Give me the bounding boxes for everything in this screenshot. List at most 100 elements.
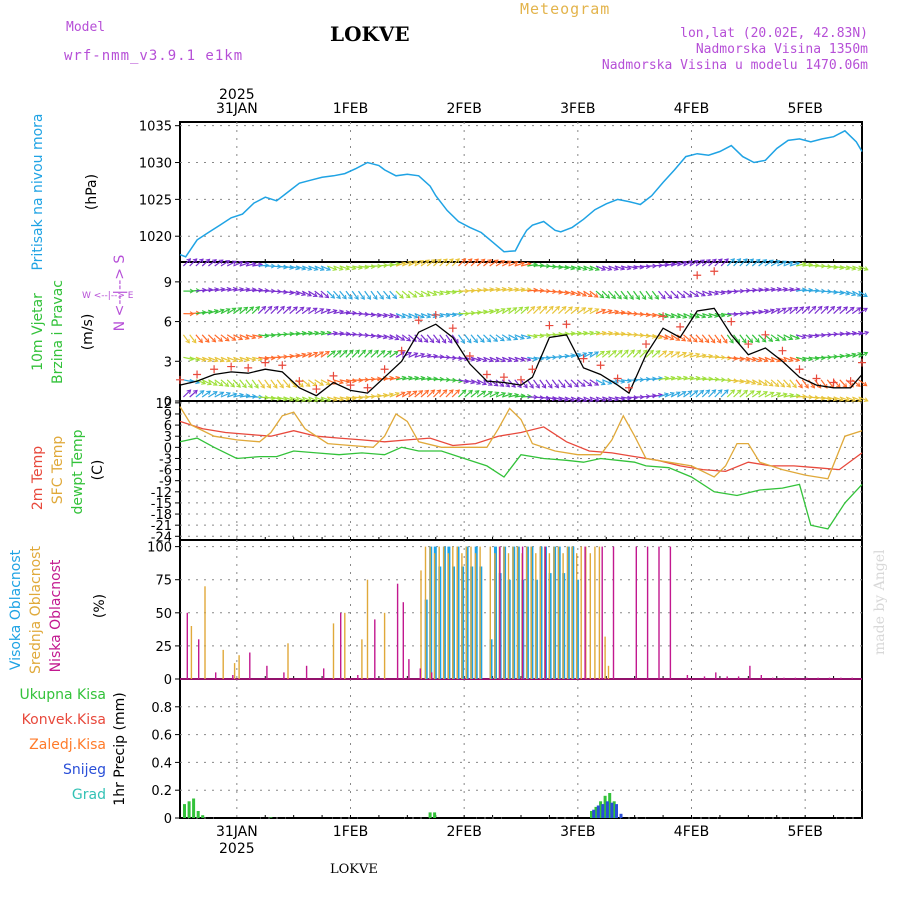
wind-arrow <box>202 310 213 315</box>
wind-arrow <box>339 265 350 270</box>
wind-arrow <box>583 379 592 387</box>
wind-arrow <box>314 265 325 271</box>
wind-arrow-head <box>488 381 493 386</box>
temp-dewpoint-line <box>179 437 863 530</box>
wind-arrow-head <box>430 389 436 395</box>
wind-arrow <box>758 288 769 292</box>
wind-arrow <box>445 258 454 267</box>
wind-arrow <box>677 376 688 381</box>
wind-arrow <box>720 389 729 398</box>
wind-arrow <box>483 334 492 343</box>
wind-arrow-head <box>224 382 230 387</box>
cloud-bar-2 <box>646 546 649 679</box>
wind-arrow <box>264 379 271 389</box>
wind-arrow-head <box>242 383 247 389</box>
ytick-label-temperature: 9 <box>164 408 172 423</box>
wind-gust-marker <box>465 351 474 360</box>
wind-arrow-head <box>682 260 688 266</box>
wind-arrow-head <box>775 308 781 313</box>
cloud-bar-1 <box>204 586 206 679</box>
wind-arrow-head <box>481 390 487 396</box>
wind-arrow <box>633 290 640 300</box>
wind-arrow <box>277 290 288 294</box>
wind-arrow <box>358 349 366 358</box>
wind-arrow <box>377 313 387 317</box>
wind-arrow-head <box>687 293 693 298</box>
wind-arrow-head <box>768 381 774 387</box>
wind-arrow-head <box>681 336 687 342</box>
ytick-label-precip: 0 <box>164 812 172 827</box>
wind-arrow <box>627 396 638 399</box>
wind-arrow <box>195 258 204 267</box>
wind-arrow <box>201 356 212 362</box>
wind-arrow-head <box>560 383 566 389</box>
wind-arrow <box>364 349 373 358</box>
wind-arrow <box>764 334 773 342</box>
wind-gust-marker <box>380 365 389 374</box>
wind-arrow <box>789 394 800 398</box>
wind-arrow-head <box>236 383 241 388</box>
wind-arrow-head <box>695 313 701 319</box>
wind-arrow-head <box>700 259 705 264</box>
precip-bar-0 <box>183 804 186 818</box>
wind-arrow <box>320 396 331 402</box>
wind-arrow <box>314 396 325 402</box>
wind-arrow <box>751 258 761 267</box>
wind-arrow <box>570 396 581 402</box>
wind-arrow-head <box>768 259 774 265</box>
wind-arrow <box>433 356 444 358</box>
wind-arrow <box>720 334 728 344</box>
wind-arrow-head <box>206 390 212 396</box>
wind-arrow <box>301 290 312 297</box>
wind-arrow <box>470 390 480 398</box>
wind-arrow <box>658 263 669 267</box>
wind-arrow <box>201 258 211 267</box>
wind-arrow <box>845 396 856 402</box>
wind-arrow <box>564 290 575 295</box>
cloud-bar-1 <box>494 553 496 679</box>
wind-arrow-head <box>849 306 855 312</box>
cloud-mid-label: Srednja Oblacnost <box>28 546 44 674</box>
wind-arrow <box>414 260 424 267</box>
wind-arrow-head <box>530 306 536 311</box>
wind-gust-marker <box>761 330 770 339</box>
wind-arrow-head <box>607 266 613 271</box>
wind-arrow <box>789 356 800 362</box>
wind-arrow <box>833 396 844 401</box>
wind-arrow <box>851 307 861 315</box>
wind-arrow <box>808 306 817 315</box>
wind-arrow-head <box>676 313 682 319</box>
cloud-bar-0 <box>424 599 428 679</box>
wind-arrow <box>289 354 300 358</box>
wind-arrow <box>239 306 248 315</box>
wind-arrow <box>239 356 250 362</box>
wind-arrow <box>245 395 256 398</box>
wind-arrow-head <box>723 338 728 344</box>
wind-arrow-head <box>400 336 406 341</box>
wind-arrow <box>308 307 318 315</box>
wind-arrow <box>452 313 463 316</box>
wind-arrow-head <box>385 294 391 300</box>
cloud-bar-2 <box>408 659 410 679</box>
wind-arrow-head <box>674 294 679 299</box>
wind-arrow-head <box>419 292 425 297</box>
wind-arrow-head <box>705 389 711 395</box>
wind-arrow-head <box>466 338 472 344</box>
cloud-bar-1 <box>366 579 369 679</box>
wind-arrow <box>495 260 505 267</box>
wind-arrow <box>789 306 798 315</box>
wind-arrow-head <box>519 335 525 340</box>
wind-arrow <box>702 378 713 381</box>
cloud-bar-1 <box>190 626 193 679</box>
wind-arrow <box>370 377 381 381</box>
wind-arrow-head <box>641 295 647 300</box>
wind-arrow-head <box>570 397 576 402</box>
wind-arrow <box>389 334 399 340</box>
wind-arrow <box>183 356 194 361</box>
wind-arrow <box>570 379 579 388</box>
cloud-bar-2 <box>851 677 853 679</box>
wind-arrow <box>695 334 704 343</box>
wind-arrow <box>595 265 606 271</box>
wind-arrow-head <box>325 350 330 356</box>
wind-arrow-head <box>330 294 336 299</box>
